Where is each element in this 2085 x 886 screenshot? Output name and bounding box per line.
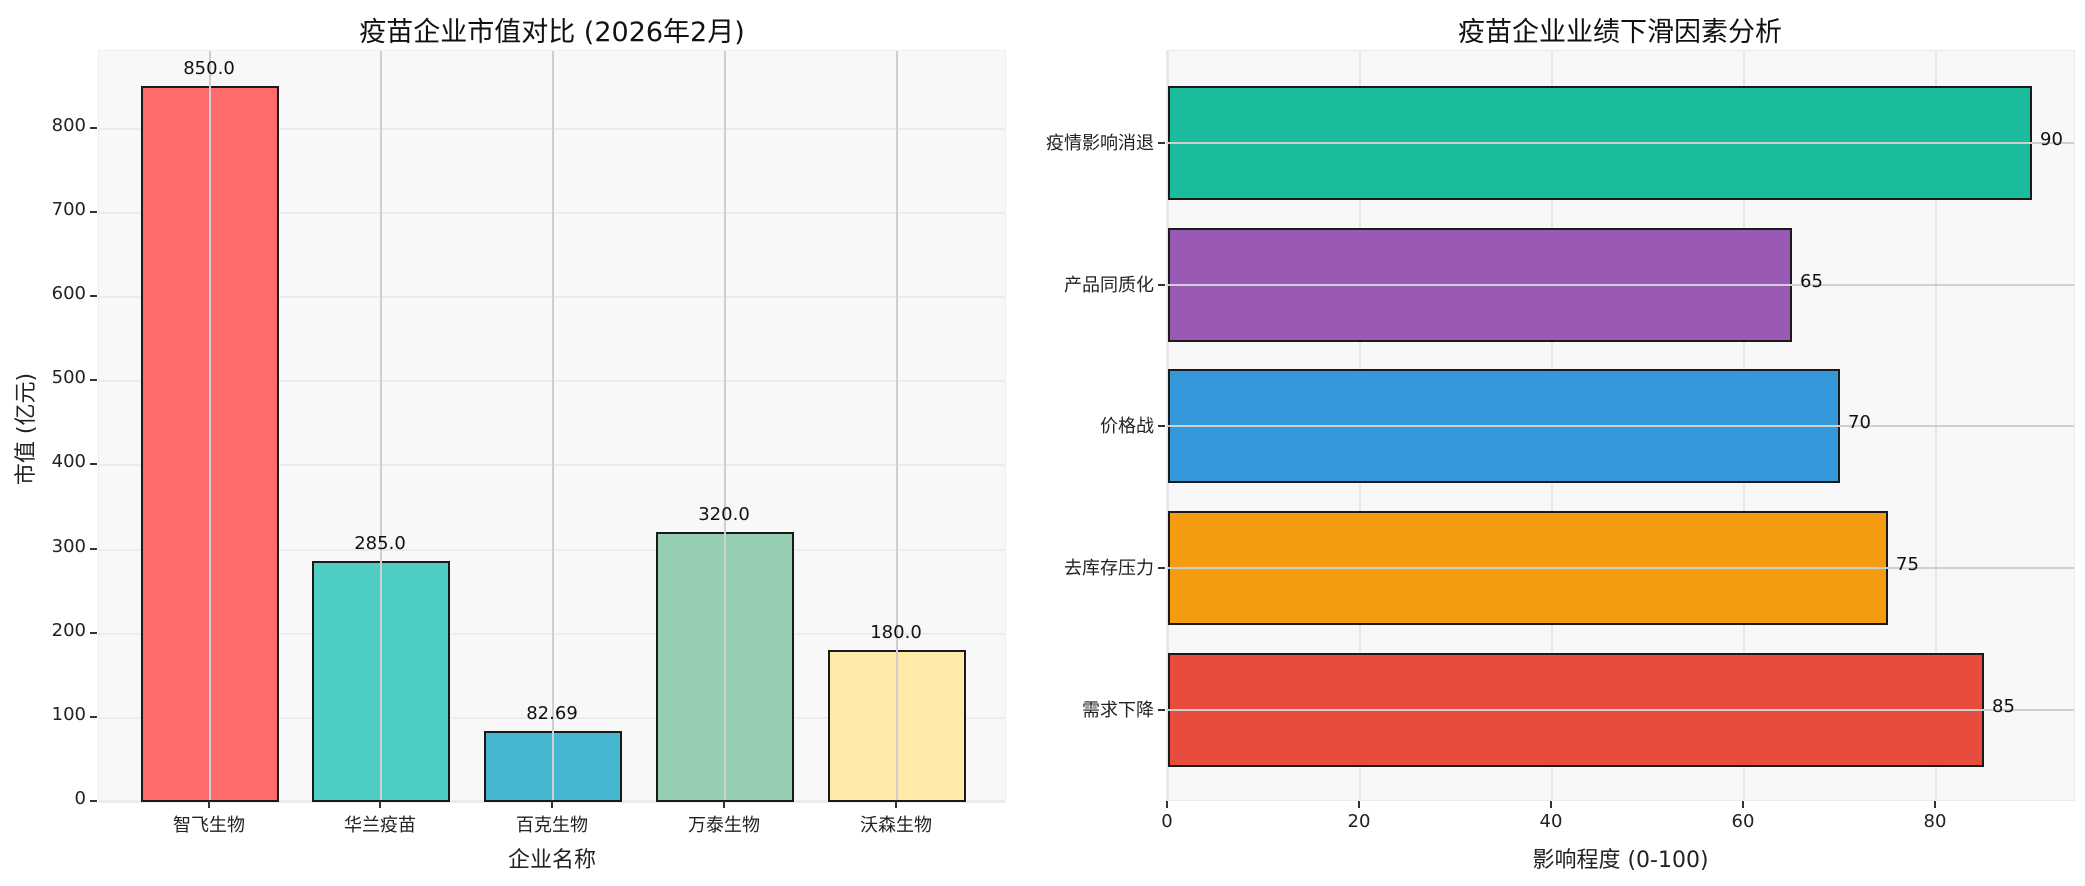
grid-line-vertical <box>209 51 211 800</box>
x-tick-mark <box>1934 801 1936 808</box>
x-tick-mark <box>1742 801 1744 808</box>
x-tick-mark <box>723 801 725 808</box>
y-tick-label: 0 <box>74 788 86 809</box>
x-tick-label: 万泰生物 <box>688 815 760 836</box>
bar-value-label: 75 <box>1896 554 1919 575</box>
bar-value-label: 180.0 <box>870 621 922 643</box>
y-tick-label: 700 <box>51 199 86 221</box>
y-tick-mark <box>90 126 97 129</box>
x-tick-label: 智飞生物 <box>173 815 245 836</box>
x-tick-mark <box>1550 801 1552 808</box>
y-tick-label: 800 <box>51 114 86 136</box>
right-chart-x-axis-label: 影响程度 (0-100) <box>1532 848 1709 873</box>
y-tick-mark <box>1158 709 1165 711</box>
x-tick-label: 80 <box>1923 811 1947 832</box>
y-tick-mark <box>90 631 97 634</box>
grid-line-horizontal <box>1167 425 2074 427</box>
right-chart-plot-area <box>1166 50 2075 801</box>
x-tick-mark <box>208 801 210 808</box>
grid-line-horizontal <box>1167 142 2074 144</box>
bar-value-label: 65 <box>1800 271 1823 292</box>
x-tick-label: 20 <box>1347 811 1371 832</box>
bar-value-label: 320.0 <box>698 503 750 525</box>
bar-value-label: 90 <box>2040 129 2063 150</box>
x-tick-label: 沃森生物 <box>860 815 932 836</box>
y-tick-mark <box>1158 425 1165 427</box>
y-tick-mark <box>90 295 97 298</box>
x-tick-mark <box>1358 801 1360 808</box>
y-tick-mark <box>90 715 97 718</box>
grid-line-horizontal <box>1167 709 2074 711</box>
y-tick-label: 疫情影响消退 <box>1046 133 1154 154</box>
grid-line-vertical <box>380 51 382 800</box>
x-tick-label: 60 <box>1731 811 1755 832</box>
y-tick-mark <box>1158 284 1165 286</box>
left-chart-plot-area <box>98 50 1006 803</box>
grid-line-horizontal <box>1167 567 2074 569</box>
bar-value-label: 285.0 <box>354 533 406 555</box>
left-chart-x-axis-label: 企业名称 <box>507 848 596 873</box>
x-tick-mark <box>1166 801 1168 808</box>
y-tick-mark <box>90 463 97 466</box>
y-tick-mark <box>1158 567 1165 569</box>
x-tick-label: 40 <box>1539 811 1563 832</box>
bar-value-label: 850.0 <box>183 57 235 79</box>
right-chart-title: 疫苗企业业绩下滑因素分析 <box>1458 17 1782 48</box>
y-tick-mark <box>90 800 97 802</box>
left-chart-title: 疫苗企业市值对比 (2026年2月) <box>359 17 745 48</box>
grid-line-vertical <box>552 51 554 800</box>
y-tick-mark <box>90 547 97 550</box>
bar-value-label: 85 <box>1992 696 2015 717</box>
bar-value-label: 82.69 <box>526 703 578 725</box>
x-tick-label: 百克生物 <box>516 815 588 836</box>
grid-line-vertical <box>724 51 726 800</box>
bar-value-label: 70 <box>1848 412 1871 433</box>
grid-line-vertical <box>896 51 898 800</box>
y-tick-label: 产品同质化 <box>1064 275 1154 296</box>
x-tick-mark <box>895 801 897 808</box>
x-tick-mark <box>551 801 553 808</box>
y-tick-mark <box>90 379 97 382</box>
y-tick-label: 价格战 <box>1100 416 1154 437</box>
x-tick-label: 华兰疫苗 <box>344 815 416 836</box>
x-tick-label: 0 <box>1161 811 1173 832</box>
y-tick-label: 200 <box>51 619 86 641</box>
grid-line-horizontal <box>1167 284 2074 286</box>
y-tick-label: 400 <box>51 451 86 473</box>
x-tick-mark <box>379 801 381 808</box>
y-tick-mark <box>1158 142 1165 144</box>
y-tick-label: 600 <box>51 283 86 305</box>
y-tick-label: 100 <box>51 703 86 725</box>
y-tick-label: 500 <box>51 367 86 389</box>
y-tick-mark <box>90 211 97 214</box>
y-tick-label: 去库存压力 <box>1064 558 1154 579</box>
y-tick-label: 需求下降 <box>1082 700 1154 721</box>
y-tick-label: 300 <box>51 535 86 557</box>
